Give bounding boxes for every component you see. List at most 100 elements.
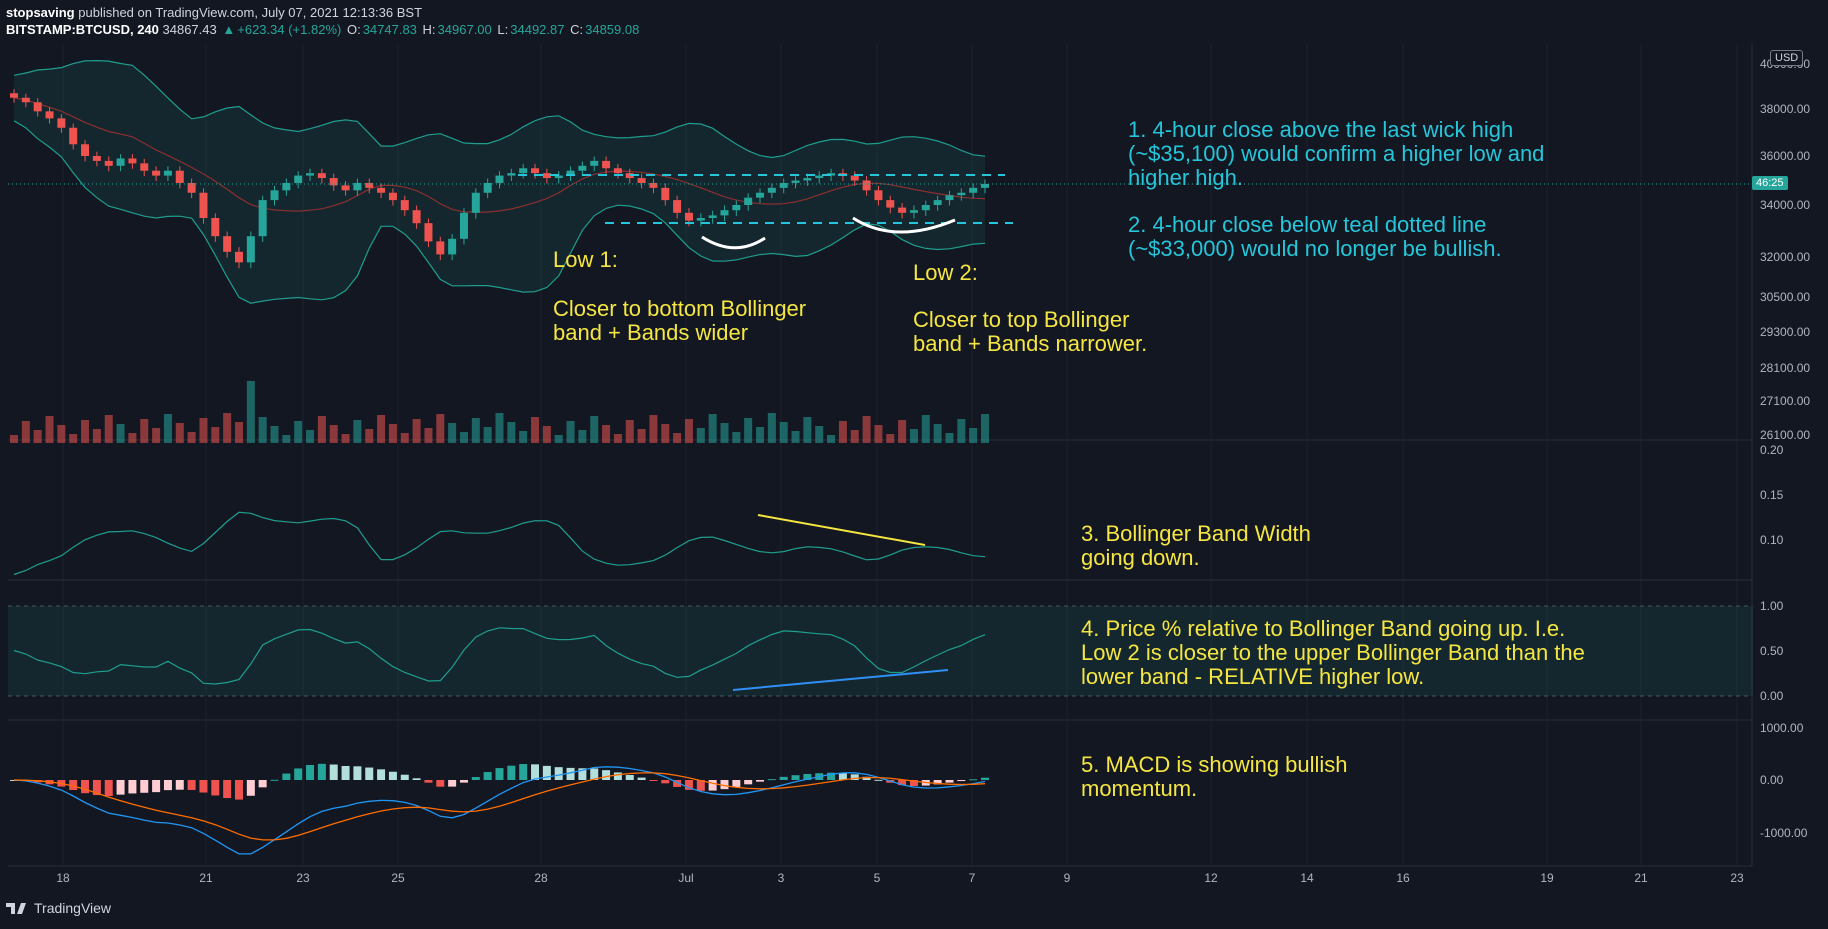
volume-bar xyxy=(400,433,409,443)
macd-bar xyxy=(590,768,599,780)
price-candles xyxy=(10,89,989,269)
candle xyxy=(140,163,149,171)
price-tick-label: 36000.00 xyxy=(1760,149,1810,163)
macd-bar xyxy=(495,768,504,780)
candle xyxy=(909,210,918,213)
volume-bar xyxy=(21,421,30,443)
macd-bar xyxy=(909,780,918,787)
volume-bar xyxy=(412,419,421,443)
low1-note: Closer to bottom Bollinger xyxy=(553,296,806,321)
volume-bar xyxy=(637,429,646,443)
candle xyxy=(69,127,78,145)
low2-label: Low 2: xyxy=(913,260,978,285)
volume-bar xyxy=(388,424,397,443)
author-name[interactable]: stopsaving xyxy=(6,5,75,20)
macd-bar xyxy=(81,780,90,794)
axes: 40000.0038000.0036000.0034000.0032000.00… xyxy=(56,57,1810,885)
candle xyxy=(649,182,658,188)
volume-bar xyxy=(495,413,504,443)
volume-bar xyxy=(57,425,66,443)
annotation-5b: momentum. xyxy=(1081,776,1197,801)
macd-bar xyxy=(649,780,658,781)
time-tick-label: 28 xyxy=(534,871,548,885)
candle xyxy=(661,187,670,201)
footer-brand[interactable]: TradingView xyxy=(6,900,111,916)
price-change: +623.34 (+1.82%) xyxy=(237,22,342,37)
macd-bar xyxy=(613,772,622,780)
macd-bar xyxy=(483,772,492,780)
macd-bar xyxy=(661,780,670,784)
volume-bar xyxy=(981,414,989,443)
annotation-4c: lower band - RELATIVE higher low. xyxy=(1081,664,1424,689)
volume-bar xyxy=(803,417,812,443)
candle xyxy=(388,192,397,201)
price-tick-label: 30500.00 xyxy=(1760,290,1810,304)
high-label: H: xyxy=(422,22,436,37)
volume-bar xyxy=(613,434,622,443)
candle xyxy=(578,165,587,171)
volume-bar xyxy=(471,418,480,443)
candle xyxy=(270,190,279,201)
candle xyxy=(495,175,504,183)
candle xyxy=(412,210,421,224)
volume-bar xyxy=(933,424,942,443)
annotation-4b: Low 2 is closer to the upper Bollinger B… xyxy=(1081,640,1585,665)
symbol-label[interactable]: BITSTAMP:BTCUSD, 240 xyxy=(6,22,159,37)
candle xyxy=(779,182,788,188)
volume-bar xyxy=(779,422,788,443)
time-tick-label: 23 xyxy=(296,871,310,885)
candle xyxy=(590,160,599,166)
low-label: L: xyxy=(497,22,509,37)
macd-bar xyxy=(448,780,457,787)
macd-bar xyxy=(791,775,800,780)
candle xyxy=(554,175,563,179)
candle xyxy=(602,160,611,169)
volume-bar xyxy=(377,415,386,443)
candle xyxy=(483,182,492,193)
macd-bar xyxy=(400,774,409,780)
macd-bar xyxy=(258,780,267,788)
macd-bar xyxy=(696,780,705,791)
time-tick-label: 12 xyxy=(1204,871,1218,885)
volume-bar xyxy=(69,434,78,443)
time-tick-label: 21 xyxy=(199,871,213,885)
candle xyxy=(211,218,220,237)
macd-bar xyxy=(981,777,989,780)
open-label: O: xyxy=(346,22,361,37)
candle xyxy=(471,192,480,213)
candle xyxy=(448,238,457,255)
volume-bar xyxy=(732,432,741,443)
volume-bar xyxy=(187,432,196,443)
close-label: C: xyxy=(570,22,584,37)
published-text: published on TradingView.com, July 07, 2… xyxy=(78,5,423,20)
time-tick-label: 3 xyxy=(778,871,785,885)
candle xyxy=(81,144,90,156)
currency-button[interactable]: USD xyxy=(1770,50,1804,66)
price-tick-label: 29300.00 xyxy=(1760,325,1810,339)
candle xyxy=(33,102,42,112)
volume-bar xyxy=(163,414,172,443)
macd-bar xyxy=(234,780,243,800)
macd-bar xyxy=(412,778,421,780)
volume-bar xyxy=(353,420,362,443)
macd-bar xyxy=(140,780,149,793)
macd-signal-line xyxy=(13,772,986,841)
annotation-1: 1. 4-hour close above the last wick high xyxy=(1128,117,1513,142)
volume-bar xyxy=(661,424,670,443)
candle xyxy=(175,170,184,183)
bollinger-basis xyxy=(13,97,986,213)
candle xyxy=(57,118,66,128)
volume-bar xyxy=(578,430,587,443)
volume-bar xyxy=(696,428,705,443)
candle xyxy=(92,156,101,161)
macd-bar xyxy=(684,780,693,790)
candle xyxy=(294,175,303,183)
candle xyxy=(377,187,386,193)
macd-bar xyxy=(874,779,883,781)
low1-arc xyxy=(701,235,766,250)
bollinger-lower xyxy=(13,120,986,304)
bbw-tick-label: 0.10 xyxy=(1760,533,1784,547)
volume-bar xyxy=(223,413,232,443)
bollinger-upper xyxy=(13,59,986,159)
